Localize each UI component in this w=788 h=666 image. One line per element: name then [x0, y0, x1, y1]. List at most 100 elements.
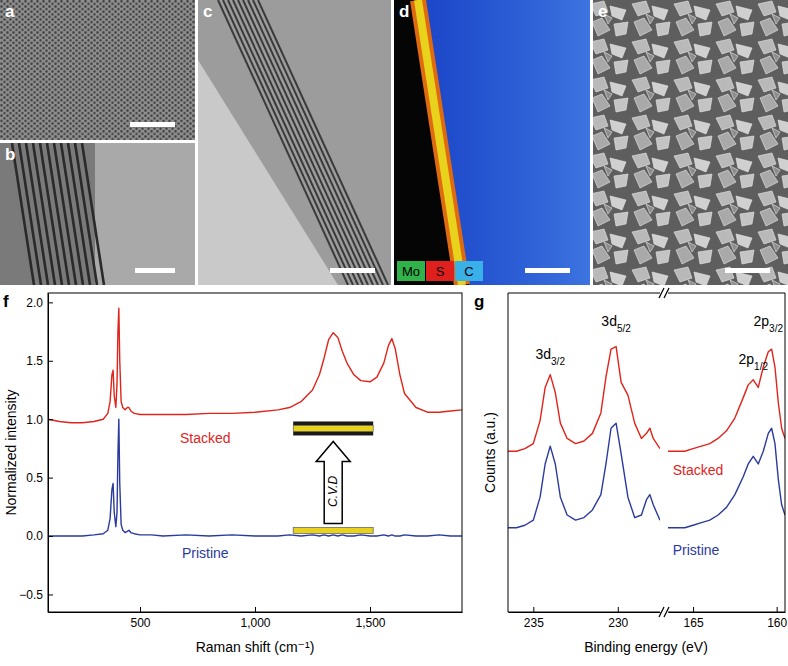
peak-label-sub: 5/2 [617, 323, 631, 334]
layer-fringe [223, 0, 353, 285]
scale-bar [330, 268, 375, 273]
layer-region [0, 143, 95, 285]
layer-fringe [228, 0, 358, 285]
axis-break [659, 607, 664, 617]
axis: 165 160 [669, 607, 788, 630]
tick-label: 165 [684, 616, 704, 630]
layer-fringe [243, 0, 373, 285]
tick-mark [777, 607, 778, 612]
layer-fringe [233, 0, 363, 285]
plot-frame [48, 293, 462, 612]
plot-frame [668, 612, 785, 613]
peak-label-main: 2p [754, 313, 770, 329]
layer-fringe [253, 0, 383, 285]
x-axis-title: Binding energy (eV) [584, 639, 708, 655]
peak-label: 2p1/2 [739, 351, 769, 372]
peak-label-sub: 3/2 [769, 323, 783, 334]
panel-label: e [598, 2, 607, 21]
tick-label: 1,000 [240, 616, 270, 630]
tick-label: 160 [767, 616, 787, 630]
layer-fringe [218, 0, 348, 285]
series-label: Pristine [182, 545, 229, 561]
axis-line [669, 612, 786, 613]
tick-label: 0.0 [26, 529, 43, 543]
tick-label: 500 [130, 616, 150, 630]
figure: abcdMoSCe5001,0001,500−0.50.00.51.01.52.… [0, 0, 788, 666]
panel-label: b [5, 145, 15, 164]
tick-label: 1.0 [26, 413, 43, 427]
image-background [198, 0, 391, 285]
image-background [0, 143, 195, 285]
tick-mark [533, 607, 534, 612]
tick-label: −0.5 [19, 588, 43, 602]
layer-fringe [238, 0, 368, 285]
tick: 0.5 [26, 471, 53, 485]
arrow-shape [316, 441, 350, 523]
tick-mark [48, 594, 53, 595]
panel-label: g [474, 292, 484, 311]
plot-frame [508, 612, 660, 613]
series-label: Stacked [180, 430, 231, 446]
tick-mark [48, 419, 53, 420]
scale-bar [130, 122, 175, 127]
tick-label: 1.5 [26, 354, 43, 368]
peak-label-sub: 3/2 [551, 356, 565, 367]
series-label: Pristine [673, 542, 720, 558]
figure-svg: abcdMoSCe5001,0001,500−0.50.00.51.01.52.… [0, 0, 788, 666]
chart: 5001,0001,500−0.50.00.51.01.52.0Raman sh… [3, 292, 463, 655]
tick-mark [48, 361, 53, 362]
micrograph-panel [0, 0, 195, 140]
tick: 500 [130, 607, 150, 630]
y-axis-title: Counts (a.u.) [482, 412, 498, 493]
mos2-band [418, 0, 462, 285]
tick-label: 230 [608, 616, 628, 630]
plot-frame [785, 293, 786, 612]
peak-label-sub: 1/2 [754, 361, 768, 372]
layer-fringe [248, 0, 378, 285]
tick: 1,500 [355, 607, 385, 630]
micrograph-panel [198, 0, 391, 285]
tick: 1,000 [240, 607, 270, 630]
tick-label: 0.5 [26, 471, 43, 485]
peak-label: 2p3/2 [754, 313, 784, 334]
stacked-schematic [293, 421, 373, 435]
tick: 1.0 [26, 413, 53, 427]
y-axis-title: Normalized intensity [3, 389, 19, 515]
panel-label: a [5, 2, 15, 21]
series-line [508, 347, 660, 452]
pristine-schematic [293, 527, 373, 533]
lattice-image [0, 0, 195, 140]
micrograph-panel [0, 143, 195, 285]
flake-image [593, 0, 788, 285]
tick-label: 1,500 [355, 616, 385, 630]
tick-mark [370, 607, 371, 612]
plot-area [48, 308, 462, 536]
legend-swatch [426, 261, 454, 281]
plot-frame [508, 293, 660, 294]
series-line [48, 308, 462, 423]
plot-frame [508, 293, 509, 612]
annotation: C.V.D [326, 476, 340, 507]
tick-label: 235 [524, 616, 544, 630]
plot-area [668, 349, 785, 528]
layer-fringe [82, 143, 104, 285]
series-line [48, 419, 462, 536]
chart: 165160StackedPristine2p1/22p3/2 [668, 293, 787, 630]
legend-label: S [436, 264, 445, 279]
legend-label: Mo [402, 264, 420, 279]
panel-label: c [203, 2, 212, 21]
tick: 230 [608, 607, 628, 630]
tick: 0.0 [26, 529, 53, 543]
tick: 2.0 [26, 296, 53, 310]
micrograph-panel [593, 0, 788, 285]
image-background [394, 0, 590, 285]
series-line [508, 423, 660, 528]
peak-label-main: 3d [601, 313, 617, 329]
axis: 235 230 [509, 607, 661, 630]
tick-mark [48, 302, 53, 303]
peak-label: 3d3/2 [535, 346, 565, 367]
tick-mark [48, 478, 53, 479]
plot-area [508, 347, 660, 528]
scale-bar [135, 268, 175, 273]
axis: 500 1,000 1,500 [49, 607, 463, 630]
